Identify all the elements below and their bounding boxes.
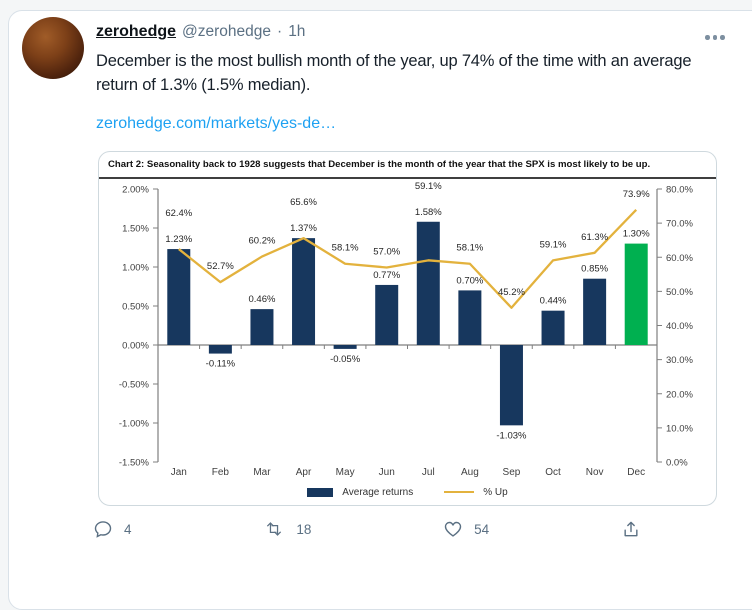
svg-text:10.0%: 10.0% xyxy=(666,423,693,434)
reply-count: 4 xyxy=(124,521,132,537)
chart-title: Chart 2: Seasonality back to 1928 sugges… xyxy=(99,152,716,179)
svg-text:1.00%: 1.00% xyxy=(122,263,149,274)
share-icon xyxy=(621,519,641,539)
tweet-header: zerohedge @zerohedge · 1h xyxy=(96,23,305,41)
like-button[interactable]: 54 xyxy=(443,519,489,539)
svg-text:61.3%: 61.3% xyxy=(581,232,608,243)
svg-text:Feb: Feb xyxy=(212,467,230,478)
heart-icon xyxy=(443,519,463,539)
svg-text:Apr: Apr xyxy=(296,467,312,478)
svg-text:1.30%: 1.30% xyxy=(623,229,650,240)
svg-text:Jul: Jul xyxy=(422,467,435,478)
svg-text:1.23%: 1.23% xyxy=(165,234,192,245)
svg-text:57.0%: 57.0% xyxy=(373,246,400,257)
svg-text:58.1%: 58.1% xyxy=(332,243,359,254)
share-button[interactable] xyxy=(621,519,641,539)
svg-text:40.0%: 40.0% xyxy=(666,321,693,332)
timestamp: 1h xyxy=(288,23,306,40)
retweet-button[interactable]: 18 xyxy=(263,519,311,539)
legend-bar-label: Average returns xyxy=(342,486,414,498)
tweet-text: December is the most bullish month of th… xyxy=(96,52,692,94)
legend-bar-swatch xyxy=(307,487,334,497)
svg-text:Nov: Nov xyxy=(586,467,604,478)
reply-icon xyxy=(93,519,113,539)
svg-text:30.0%: 30.0% xyxy=(666,355,693,366)
avatar[interactable] xyxy=(22,17,84,79)
svg-text:50.0%: 50.0% xyxy=(666,287,693,298)
svg-text:60.0%: 60.0% xyxy=(666,253,693,264)
svg-text:59.1%: 59.1% xyxy=(415,181,442,192)
svg-text:20.0%: 20.0% xyxy=(666,389,693,400)
tweet-link[interactable]: zerohedge.com/markets/yes-de… xyxy=(96,115,337,132)
svg-text:0.85%: 0.85% xyxy=(581,264,608,275)
svg-text:52.7%: 52.7% xyxy=(207,261,234,272)
svg-text:-0.11%: -0.11% xyxy=(206,359,236,370)
svg-text:59.1%: 59.1% xyxy=(540,239,567,250)
svg-text:-1.50%: -1.50% xyxy=(119,458,150,469)
svg-text:2.00%: 2.00% xyxy=(122,185,149,196)
svg-text:0.00%: 0.00% xyxy=(122,341,149,352)
chart-legend: Average returns % Up xyxy=(99,481,716,503)
svg-text:0.77%: 0.77% xyxy=(373,270,400,281)
reply-button[interactable]: 4 xyxy=(93,519,132,539)
more-options-icon[interactable] xyxy=(701,31,729,44)
tweet-actions: 4 18 54 xyxy=(93,511,641,547)
svg-text:Jan: Jan xyxy=(171,467,187,478)
svg-text:60.2%: 60.2% xyxy=(248,236,275,247)
svg-text:45.2%: 45.2% xyxy=(498,287,525,298)
svg-text:-0.50%: -0.50% xyxy=(119,380,150,391)
svg-text:1.50%: 1.50% xyxy=(122,224,149,235)
svg-text:62.4%: 62.4% xyxy=(165,208,192,219)
tweet-card: zerohedge @zerohedge · 1h December is th… xyxy=(8,10,752,610)
separator-dot: · xyxy=(277,23,283,40)
display-name[interactable]: zerohedge xyxy=(96,23,177,40)
svg-text:0.0%: 0.0% xyxy=(666,458,688,469)
svg-text:73.9%: 73.9% xyxy=(623,189,650,200)
svg-text:65.6%: 65.6% xyxy=(290,197,317,208)
svg-text:-0.05%: -0.05% xyxy=(330,354,361,365)
svg-text:0.46%: 0.46% xyxy=(248,294,275,305)
svg-text:May: May xyxy=(336,467,355,478)
svg-text:Oct: Oct xyxy=(545,467,561,478)
svg-text:Dec: Dec xyxy=(627,467,645,478)
svg-text:70.0%: 70.0% xyxy=(666,219,693,230)
svg-text:-1.00%: -1.00% xyxy=(119,419,150,430)
svg-text:1.37%: 1.37% xyxy=(290,223,317,234)
chart-media-card[interactable]: Chart 2: Seasonality back to 1928 sugges… xyxy=(98,151,717,506)
legend-line-label: % Up xyxy=(483,486,508,498)
svg-text:58.1%: 58.1% xyxy=(456,243,483,254)
svg-text:0.44%: 0.44% xyxy=(540,296,567,307)
svg-text:0.70%: 0.70% xyxy=(456,275,483,286)
svg-text:Jun: Jun xyxy=(379,467,395,478)
svg-text:Sep: Sep xyxy=(503,467,521,478)
retweet-count: 18 xyxy=(296,521,312,537)
handle[interactable]: @zerohedge xyxy=(182,23,272,40)
svg-text:Aug: Aug xyxy=(461,467,479,478)
like-count: 54 xyxy=(474,521,490,537)
svg-text:80.0%: 80.0% xyxy=(666,185,693,196)
svg-text:1.58%: 1.58% xyxy=(415,207,442,218)
seasonality-chart: 2.00% 1.50% 1.00% 0.50% 0.00% -0.50% -1.00% -1.… xyxy=(99,179,716,481)
svg-text:Mar: Mar xyxy=(253,467,271,478)
svg-text:-1.03%: -1.03% xyxy=(496,430,527,441)
legend-line-swatch xyxy=(444,491,475,493)
svg-text:0.50%: 0.50% xyxy=(122,302,149,313)
retweet-icon xyxy=(263,519,285,539)
